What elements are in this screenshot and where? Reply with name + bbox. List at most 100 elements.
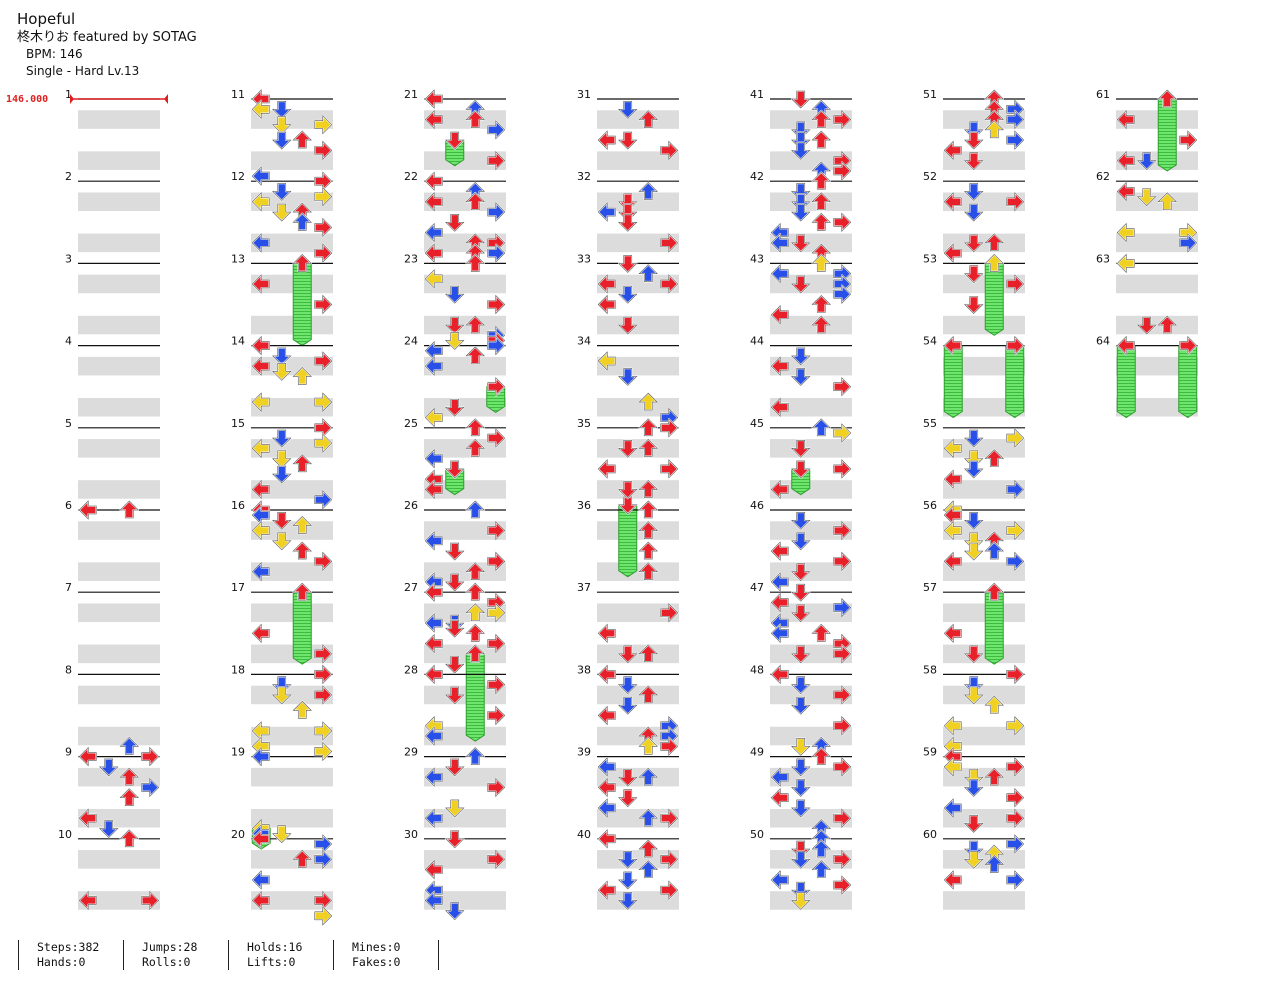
arrow-outline bbox=[791, 203, 811, 222]
down-arrow-icon bbox=[963, 542, 984, 561]
left-arrow-icon bbox=[424, 726, 444, 746]
stats-end-divider bbox=[438, 940, 439, 970]
down-arrow-icon bbox=[963, 532, 984, 551]
measure-number: 56 bbox=[923, 499, 937, 512]
arrow-outline bbox=[618, 368, 638, 386]
stats-holds-lifts: Holds:16 Lifts:0 bbox=[228, 940, 333, 970]
down-arrow-icon bbox=[790, 881, 811, 900]
stat-rolls: Rolls:0 bbox=[142, 955, 191, 969]
up-arrow-icon bbox=[638, 109, 659, 129]
measure-number: 45 bbox=[750, 417, 764, 430]
up-arrow-icon bbox=[811, 315, 832, 334]
arrow-outline bbox=[78, 808, 97, 828]
arrow-outline bbox=[445, 285, 465, 304]
left-arrow-icon bbox=[251, 392, 271, 412]
arrow-outline bbox=[251, 623, 270, 644]
up-arrow-icon bbox=[811, 212, 832, 232]
beat-band bbox=[770, 274, 852, 294]
arrow-outline bbox=[791, 892, 811, 910]
measure-number: 58 bbox=[923, 663, 937, 676]
arrow-outline bbox=[314, 294, 333, 315]
beat-band bbox=[943, 315, 1025, 335]
beat-band bbox=[251, 603, 333, 623]
measure-number: 14 bbox=[231, 335, 245, 348]
arrow-fill bbox=[963, 295, 984, 315]
right-arrow-icon bbox=[486, 705, 506, 726]
arrow-outline bbox=[618, 193, 638, 212]
down-arrow-icon bbox=[271, 203, 292, 222]
measure-number: 26 bbox=[404, 499, 418, 512]
arrow-fill bbox=[465, 417, 486, 437]
left-arrow-icon bbox=[770, 664, 790, 685]
left-arrow-icon bbox=[943, 798, 963, 818]
beat-band bbox=[251, 850, 333, 869]
bpm-line-start bbox=[70, 94, 74, 104]
arrow-outline bbox=[1116, 181, 1135, 202]
arrow-outline bbox=[78, 746, 97, 767]
arrow-outline bbox=[964, 686, 984, 705]
arrow-outline bbox=[314, 351, 333, 371]
arrow-fill bbox=[444, 542, 465, 561]
left-arrow-icon bbox=[424, 222, 444, 243]
arrow-outline bbox=[770, 305, 789, 325]
arrow-outline bbox=[119, 736, 139, 755]
up-arrow-icon bbox=[465, 500, 486, 519]
arrow-fill bbox=[617, 213, 638, 233]
beat-band bbox=[78, 233, 160, 253]
up-arrow-icon bbox=[292, 212, 313, 232]
arrow-outline bbox=[272, 183, 292, 201]
measure-number: 32 bbox=[577, 170, 591, 183]
up-arrow-icon bbox=[292, 541, 313, 560]
beat-band bbox=[943, 233, 1025, 253]
beat-band bbox=[597, 644, 679, 664]
measure-number: 9 bbox=[65, 746, 72, 759]
arrow-outline bbox=[597, 829, 616, 849]
arrow-outline bbox=[964, 152, 984, 171]
down-arrow-icon bbox=[98, 819, 119, 839]
arrow-fill bbox=[811, 212, 832, 232]
beat-band bbox=[1116, 397, 1198, 417]
right-arrow-icon bbox=[1005, 808, 1025, 829]
arrow-outline bbox=[251, 890, 270, 911]
down-arrow-icon bbox=[271, 362, 292, 382]
down-arrow-icon bbox=[963, 234, 984, 253]
chart-difficulty: Single - Hard Lv.13 bbox=[26, 64, 140, 78]
arrow-outline bbox=[638, 438, 658, 457]
arrow-outline bbox=[660, 849, 679, 870]
down-arrow-icon bbox=[790, 583, 811, 603]
left-arrow-icon bbox=[770, 397, 790, 418]
arrow-outline bbox=[811, 623, 831, 642]
arrow-fill bbox=[292, 212, 313, 232]
left-arrow-icon bbox=[424, 171, 444, 191]
beat-band bbox=[251, 726, 333, 746]
arrow-outline bbox=[597, 664, 616, 685]
beat-band bbox=[78, 850, 160, 869]
left-arrow-icon bbox=[251, 623, 271, 644]
left-arrow-icon bbox=[78, 808, 98, 829]
measure-number: 48 bbox=[750, 663, 764, 676]
left-arrow-icon bbox=[1116, 222, 1136, 243]
beat-band bbox=[597, 274, 679, 294]
arrow-outline bbox=[465, 438, 485, 457]
arrow-outline bbox=[487, 551, 506, 572]
right-arrow-icon bbox=[313, 685, 333, 705]
arrow-fill bbox=[770, 541, 790, 561]
right-arrow-icon bbox=[1005, 520, 1025, 541]
arrow-fill bbox=[313, 664, 333, 685]
right-arrow-icon bbox=[832, 644, 852, 664]
arrow-outline bbox=[1006, 428, 1025, 448]
arrow-outline bbox=[445, 686, 465, 705]
measure-number: 33 bbox=[577, 252, 591, 265]
arrow-fill bbox=[119, 787, 140, 807]
arrow-outline bbox=[638, 541, 658, 560]
arrow-outline bbox=[811, 860, 831, 878]
arrow-outline bbox=[424, 109, 443, 130]
measure-number: 49 bbox=[750, 746, 764, 759]
beat-band bbox=[597, 850, 679, 869]
left-arrow-icon bbox=[424, 356, 444, 376]
left-arrow-icon bbox=[424, 890, 444, 911]
arrow-outline bbox=[943, 335, 962, 356]
right-arrow-icon bbox=[140, 777, 160, 798]
arrow-outline bbox=[811, 315, 831, 334]
beat-band bbox=[943, 151, 1025, 170]
